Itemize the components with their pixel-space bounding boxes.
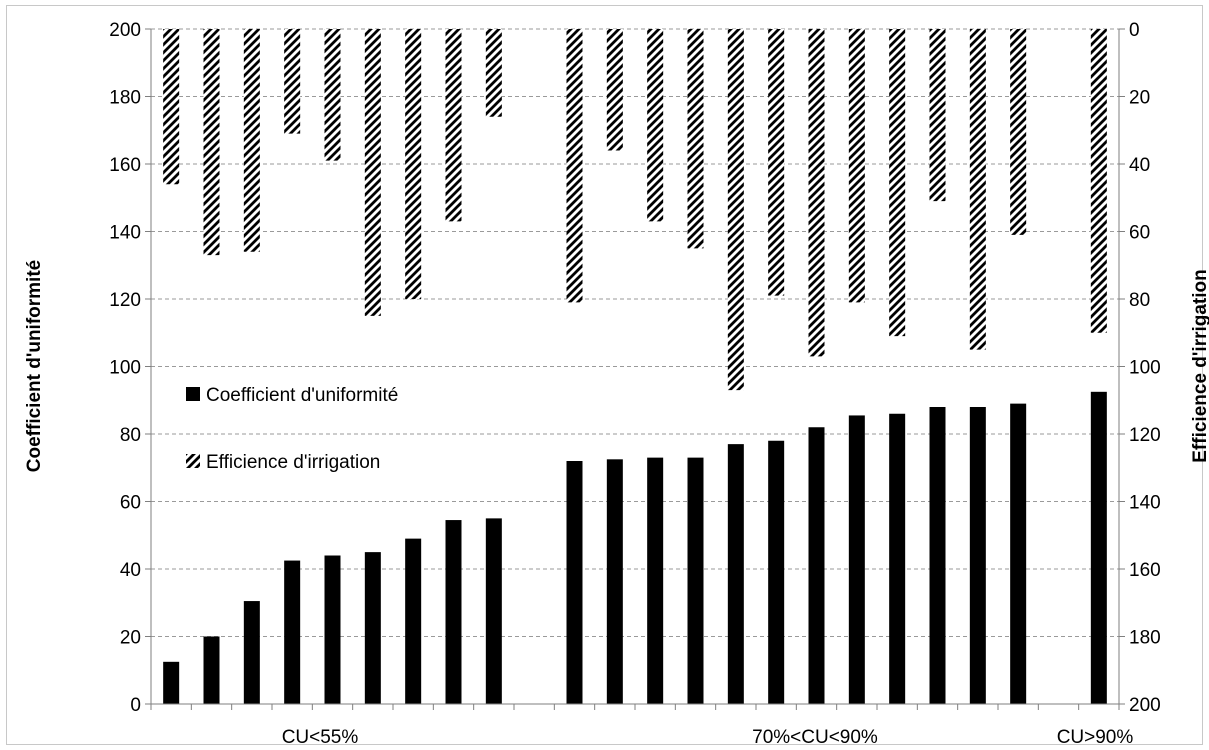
y2-tick-label: 100 xyxy=(1129,358,1161,379)
bar-efficience-irrigation xyxy=(969,29,986,350)
bar-coefficient-uniformite xyxy=(364,552,381,704)
bar-coefficient-uniformite xyxy=(687,457,704,704)
axes: 0 20 40 60 80 100 120 140 160 180 200 0 20 40 60 80 100 1… xyxy=(109,20,1160,716)
bar-coefficient-uniformite xyxy=(243,601,260,704)
legend-swatch-uniformite xyxy=(186,387,200,401)
bar-efficience-irrigation xyxy=(929,29,946,202)
y-axis-title: Coefficient d'uniformité xyxy=(24,260,45,472)
bar-efficience-irrigation xyxy=(848,29,865,303)
y-tick-label: 100 xyxy=(109,358,141,379)
y-tick-label: 60 xyxy=(120,493,141,514)
group-label-low: CU<55% xyxy=(282,727,359,748)
bars xyxy=(163,29,1107,704)
bar-efficience-irrigation xyxy=(445,29,462,222)
bar-efficience-irrigation xyxy=(566,29,583,303)
bar-coefficient-uniformite xyxy=(969,407,986,704)
y2-tick-label: 0 xyxy=(1129,20,1140,41)
y-tick-label: 160 xyxy=(109,155,141,176)
legend: Coefficient d'uniformité Efficience d'ir… xyxy=(186,385,398,473)
bar-efficience-irrigation xyxy=(284,29,301,134)
bar-coefficient-uniformite xyxy=(848,415,865,704)
group-label-mid: 70%<CU<90% xyxy=(752,727,878,748)
y-tick-label: 80 xyxy=(120,425,141,446)
y2-tick-label: 180 xyxy=(1129,628,1161,649)
y-tick-label: 0 xyxy=(130,695,141,716)
bar-coefficient-uniformite xyxy=(405,538,422,704)
bar-efficience-irrigation xyxy=(243,29,260,252)
y-tick-label: 140 xyxy=(109,223,141,244)
y2-tick-label: 80 xyxy=(1129,290,1150,311)
bar-efficience-irrigation xyxy=(606,29,623,151)
y-tick-label: 200 xyxy=(109,20,141,41)
y2-tick-label: 200 xyxy=(1129,695,1161,716)
legend-swatch-efficience xyxy=(186,454,200,468)
y2-tick-label: 20 xyxy=(1129,88,1150,109)
y-tick-label: 40 xyxy=(120,560,141,581)
bar-coefficient-uniformite xyxy=(163,661,180,704)
bar-coefficient-uniformite xyxy=(324,555,341,704)
bar-efficience-irrigation xyxy=(163,29,180,185)
bar-efficience-irrigation xyxy=(889,29,906,337)
bar-coefficient-uniformite xyxy=(284,560,301,704)
y2-tick-label: 160 xyxy=(1129,560,1161,581)
bar-coefficient-uniformite xyxy=(566,461,583,704)
bar-efficience-irrigation xyxy=(203,29,220,256)
bar-efficience-irrigation xyxy=(808,29,825,357)
bar-coefficient-uniformite xyxy=(1010,403,1027,704)
y2-tick-label: 120 xyxy=(1129,425,1161,446)
y2-axis-title: Efficience d'irrigation xyxy=(1190,269,1209,463)
y2-tick-label: 60 xyxy=(1129,223,1150,244)
y-tick-label: 120 xyxy=(109,290,141,311)
y2-tick-label: 40 xyxy=(1129,155,1150,176)
y-tick-label: 180 xyxy=(109,88,141,109)
bar-coefficient-uniformite xyxy=(485,518,502,704)
legend-label-efficience: Efficience d'irrigation xyxy=(206,452,380,473)
bar-coefficient-uniformite xyxy=(203,636,220,704)
bar-efficience-irrigation xyxy=(364,29,381,316)
bar-coefficient-uniformite xyxy=(808,427,825,704)
legend-label-uniformite: Coefficient d'uniformité xyxy=(206,385,398,406)
bar-coefficient-uniformite xyxy=(727,444,744,704)
bar-efficience-irrigation xyxy=(1090,29,1107,333)
bar-coefficient-uniformite xyxy=(1090,391,1107,704)
bar-efficience-irrigation xyxy=(1010,29,1027,235)
bar-efficience-irrigation xyxy=(687,29,704,249)
bar-coefficient-uniformite xyxy=(929,407,946,704)
bar-coefficient-uniformite xyxy=(768,440,785,704)
bar-coefficient-uniformite xyxy=(606,459,623,704)
y-tick-label: 20 xyxy=(120,628,141,649)
bar-coefficient-uniformite xyxy=(647,457,664,704)
gridlines xyxy=(151,28,1119,637)
bar-coefficient-uniformite xyxy=(445,520,462,704)
bar-efficience-irrigation xyxy=(647,29,664,222)
bar-efficience-irrigation xyxy=(727,29,744,391)
bar-efficience-irrigation xyxy=(324,29,341,161)
y2-tick-label: 140 xyxy=(1129,493,1161,514)
bar-coefficient-uniformite xyxy=(889,413,906,704)
bar-efficience-irrigation xyxy=(485,29,502,117)
bar-efficience-irrigation xyxy=(768,29,785,296)
bar-efficience-irrigation xyxy=(405,29,422,299)
group-label-high: CU>90% xyxy=(1057,727,1134,748)
